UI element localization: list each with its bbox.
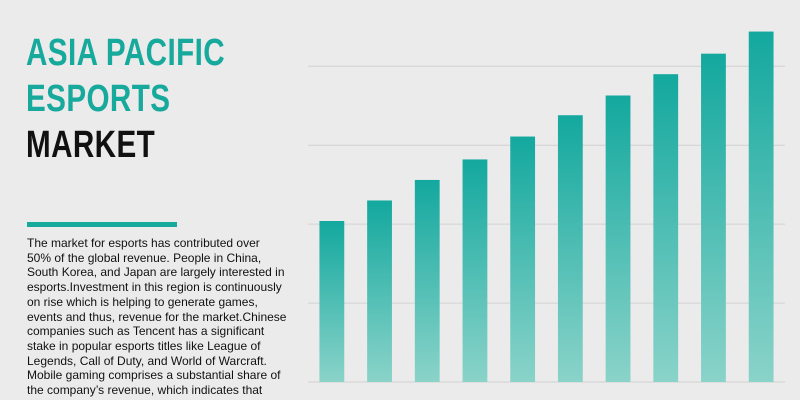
body-line: The market for esports has contributed o…: [27, 236, 260, 250]
body-line: stake in popular esports titles like Lea…: [27, 338, 261, 353]
bar: [557, 115, 583, 382]
divider: [27, 222, 177, 227]
body-line: the company’s revenue, which indicates t…: [27, 383, 263, 398]
bar: [367, 200, 392, 382]
heading-line: MARKET: [26, 124, 156, 166]
body-line: companies such as Tencent has a signific…: [27, 324, 265, 339]
body-line: 50% of the global revenue. People in Chi…: [27, 250, 262, 265]
body-line: Legends, Call of Duty, and World of Warc…: [27, 353, 267, 368]
heading: ASIA PACIFIC ESPORTS MARKET: [26, 30, 281, 168]
bar: [414, 179, 440, 382]
bar: [319, 220, 345, 382]
body-line: South Korea, and Japan are largely inter…: [27, 265, 285, 280]
bar: [748, 31, 774, 382]
body-line: events and thus, revenue for the market.…: [27, 309, 287, 324]
bar: [510, 136, 536, 382]
heading-line: ESPORTS: [26, 78, 171, 120]
body-line: Mobile gaming comprises a substantial sh…: [27, 368, 281, 383]
bar: [701, 53, 726, 382]
body-line: mobile gaming is also a part of esports: [27, 398, 297, 400]
body-line: esports.Investment in this region is con…: [27, 280, 282, 295]
body-text: The market for esports has contributed o…: [27, 236, 297, 400]
body-line: on rise which is helping to generate gam…: [27, 294, 258, 309]
bar: [462, 159, 488, 382]
bar: [605, 95, 631, 382]
bar: [653, 74, 679, 382]
heading-line: ASIA PACIFIC: [26, 32, 225, 74]
